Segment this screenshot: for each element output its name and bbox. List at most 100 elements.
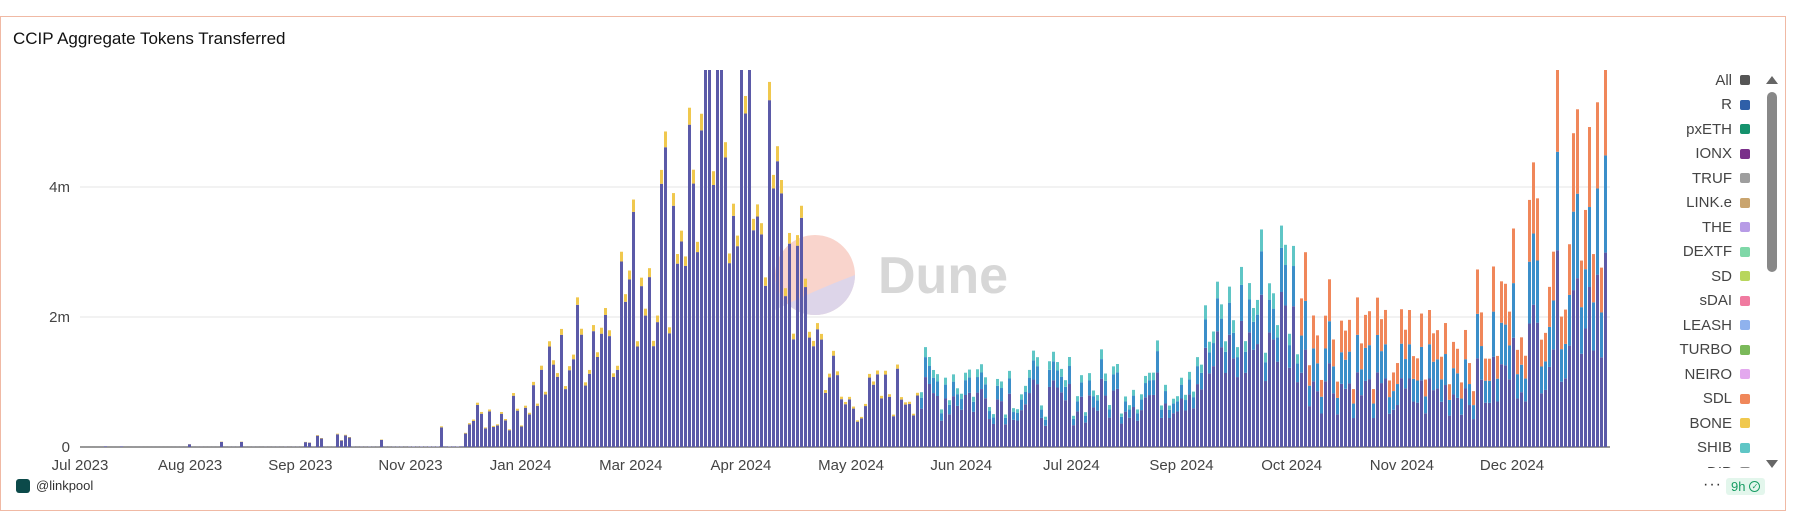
bar-segment[interactable] (1344, 330, 1347, 360)
bar-segment[interactable] (1348, 383, 1351, 447)
bar-segment[interactable] (1328, 279, 1331, 322)
bar-segment[interactable] (1228, 334, 1231, 447)
bar-segment[interactable] (1548, 366, 1551, 447)
bar-segment[interactable] (1512, 228, 1515, 284)
bar-segment[interactable] (852, 408, 855, 447)
bar-segment[interactable] (928, 357, 931, 367)
bar-segment[interactable] (1416, 402, 1419, 447)
bar-segment[interactable] (724, 142, 727, 158)
bar-segment[interactable] (1244, 351, 1247, 373)
bar-segment[interactable] (1320, 413, 1323, 447)
bar-segment[interactable] (984, 398, 987, 447)
bar-segment[interactable] (668, 333, 671, 447)
bar-segment[interactable] (1004, 424, 1007, 447)
bar-segment[interactable] (1440, 401, 1443, 447)
bar-segment[interactable] (1596, 102, 1599, 189)
bar-segment[interactable] (748, 70, 751, 447)
bar-segment[interactable] (816, 329, 819, 447)
bar-segment[interactable] (904, 404, 907, 447)
bar-segment[interactable] (1168, 409, 1171, 418)
bar-segment[interactable] (972, 396, 975, 402)
bar-segment[interactable] (1032, 360, 1035, 380)
bar-segment[interactable] (220, 441, 223, 447)
bar-segment[interactable] (692, 183, 695, 448)
bar-segment[interactable] (1196, 357, 1199, 367)
bar-segment[interactable] (1284, 305, 1287, 447)
bar-segment[interactable] (1008, 370, 1011, 379)
bar-segment[interactable] (572, 354, 575, 360)
bar-segment[interactable] (708, 70, 711, 447)
bar-segment[interactable] (696, 241, 699, 253)
bar-segment[interactable] (1480, 379, 1483, 447)
bar-segment[interactable] (1236, 347, 1239, 358)
bar-segment[interactable] (1308, 406, 1311, 447)
bar-segment[interactable] (1432, 361, 1435, 391)
bar-segment[interactable] (1092, 396, 1095, 408)
bar-segment[interactable] (1072, 418, 1075, 426)
bar-segment[interactable] (472, 419, 475, 421)
bar-segment[interactable] (1140, 410, 1143, 447)
bar-segment[interactable] (1236, 357, 1239, 378)
bar-segment[interactable] (832, 350, 835, 356)
bar-segment[interactable] (348, 437, 351, 447)
bar-segment[interactable] (824, 392, 827, 447)
bar-segment[interactable] (1400, 343, 1403, 379)
bar-segment[interactable] (564, 386, 567, 390)
bar-segment[interactable] (608, 330, 611, 337)
bar-segment[interactable] (1276, 361, 1279, 447)
bar-segment[interactable] (992, 423, 995, 447)
bar-segment[interactable] (500, 413, 503, 447)
bar-segment[interactable] (1136, 413, 1139, 421)
bar-segment[interactable] (1568, 244, 1571, 295)
bar-segment[interactable] (744, 113, 747, 447)
bar-segment[interactable] (660, 183, 663, 448)
bar-segment[interactable] (1484, 358, 1487, 381)
bar-segment[interactable] (448, 446, 451, 447)
bar-segment[interactable] (1184, 400, 1187, 411)
bar-segment[interactable] (988, 407, 991, 412)
bar-segment[interactable] (692, 169, 695, 184)
bar-segment[interactable] (1504, 324, 1507, 366)
bar-segment[interactable] (1140, 399, 1143, 411)
bar-segment[interactable] (1272, 293, 1275, 309)
bar-segment[interactable] (1100, 378, 1103, 447)
bar-segment[interactable] (1332, 339, 1335, 367)
bar-segment[interactable] (964, 395, 967, 447)
bar-segment[interactable] (600, 327, 603, 334)
bar-segment[interactable] (1292, 266, 1295, 307)
bar-segment[interactable] (916, 392, 919, 396)
bar-segment[interactable] (1276, 325, 1279, 338)
bar-segment[interactable] (1364, 314, 1367, 348)
bar-segment[interactable] (712, 184, 715, 447)
bar-segment[interactable] (1240, 284, 1243, 321)
bar-segment[interactable] (1048, 369, 1051, 387)
bar-segment[interactable] (976, 377, 979, 393)
bar-segment[interactable] (880, 398, 883, 447)
bar-segment[interactable] (588, 373, 591, 447)
bar-segment[interactable] (1136, 409, 1139, 414)
footer-user[interactable]: @linkpool (16, 478, 93, 493)
bar-segment[interactable] (644, 315, 647, 447)
bar-segment[interactable] (1580, 260, 1583, 308)
bar-segment[interactable] (856, 421, 859, 447)
legend-item[interactable]: BONE (1640, 411, 1750, 436)
bar-segment[interactable] (852, 406, 855, 409)
bar-segment[interactable] (304, 442, 307, 447)
bar-segment[interactable] (1464, 329, 1467, 360)
bar-segment[interactable] (1588, 127, 1591, 208)
bar-segment[interactable] (1440, 356, 1443, 380)
bar-segment[interactable] (468, 424, 471, 447)
bar-segment[interactable] (676, 263, 679, 447)
bar-segment[interactable] (940, 413, 943, 421)
bar-segment[interactable] (1232, 332, 1235, 359)
bar-segment[interactable] (1284, 265, 1287, 306)
bar-segment[interactable] (1220, 304, 1223, 319)
bar-segment[interactable] (1424, 413, 1427, 447)
bar-segment[interactable] (996, 385, 999, 400)
bar-segment[interactable] (892, 416, 895, 447)
bar-segment[interactable] (812, 346, 815, 447)
bar-segment[interactable] (548, 341, 551, 347)
bar-segment[interactable] (1496, 378, 1499, 402)
bar-segment[interactable] (952, 396, 955, 447)
bar-segment[interactable] (1492, 266, 1495, 312)
